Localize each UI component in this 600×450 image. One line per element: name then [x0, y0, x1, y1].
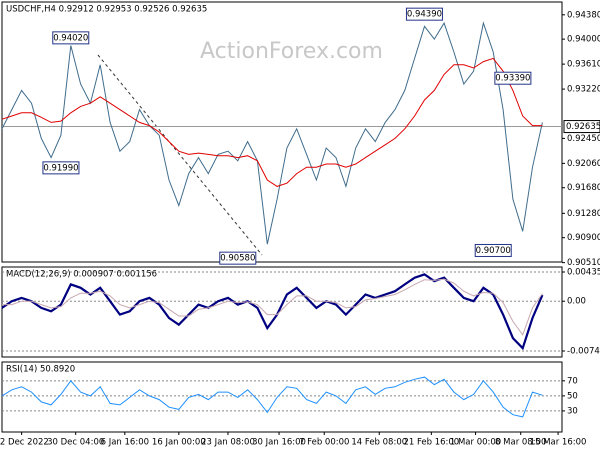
x-tick-label: 16 Jan 00:00: [152, 438, 206, 448]
x-tick-label: 8 Mar 08:00: [495, 438, 546, 448]
series-line: [1, 21, 543, 245]
x-tick-label: 15 Mar 16:00: [530, 438, 587, 448]
price-panel: [1, 1, 563, 263]
series-line: [1, 376, 543, 418]
y-tick-label: 0.94380: [567, 10, 600, 20]
annotation-label: 0.91990: [43, 163, 78, 173]
y-tick-label: 0.90900: [567, 233, 600, 243]
annotation-box: [405, 7, 443, 21]
macd-panel: [1, 266, 563, 358]
y-tick-label: 0.93220: [567, 85, 600, 95]
x-tick-label: 23 Jan 08:00: [201, 438, 255, 448]
x-tick-label: 6 Jan 16:00: [101, 438, 149, 448]
rsi-title: RSI(14) 50.8920: [6, 365, 75, 375]
series-line: [1, 57, 543, 187]
y-tick-label: 0.91680: [567, 183, 600, 193]
y-tick-label: 30: [567, 406, 578, 416]
y-tick-label: 0.00: [567, 297, 586, 307]
annotation-box: [52, 31, 90, 45]
x-tick-label: 7 Feb 00:00: [299, 438, 349, 448]
y-tick-label: 0.004354: [567, 268, 600, 278]
x-tick-label: 1 Mar 00:00: [450, 438, 501, 448]
y-tick-label: 0.92060: [567, 159, 600, 169]
annotation-box: [474, 243, 512, 257]
y-tick-label: -0.007417: [567, 347, 600, 357]
series-line: [1, 273, 544, 351]
last-price-label: 0.92635: [566, 122, 600, 132]
x-tick-label: 22 Dec 2022: [0, 438, 49, 448]
annotation-box: [42, 161, 80, 175]
trend-line: [97, 54, 263, 256]
price-title: USDCHF,H4 0.92912 0.92953 0.92526 0.9263…: [6, 5, 207, 15]
y-tick-label: 70: [567, 376, 578, 386]
annotation-label: 0.94390: [407, 10, 442, 20]
x-tick-label: 30 Jan 16:00: [252, 438, 306, 448]
y-tick-label: 50: [567, 391, 578, 401]
y-tick-label: 0.93610: [567, 60, 600, 70]
x-tick-label: 21 Feb 16:00: [403, 438, 459, 448]
annotation-label: 0.94020: [53, 33, 88, 43]
annotation-box: [494, 71, 532, 85]
annotation-label: 0.90700: [476, 246, 511, 256]
y-tick-label: 0.91280: [567, 209, 600, 219]
y-tick-label: 0.92450: [567, 134, 600, 144]
macd-title: MACD(12,26,9) 0.000907 0.001156: [6, 270, 157, 280]
watermark: ActionForex.com: [200, 39, 383, 64]
y-tick-label: 0.90510: [567, 258, 600, 268]
series-line: [2, 278, 543, 336]
annotation-box: [219, 251, 257, 265]
x-tick-label: 14 Feb 08:00: [351, 438, 407, 448]
y-tick-label: 0.94000: [567, 35, 600, 45]
annotation-label: 0.93390: [495, 74, 530, 84]
x-tick-label: 30 Dec 04:00: [47, 438, 104, 448]
last-price-box: [563, 120, 600, 134]
rsi-panel: [1, 361, 563, 433]
annotation-label: 0.90580: [220, 254, 255, 264]
